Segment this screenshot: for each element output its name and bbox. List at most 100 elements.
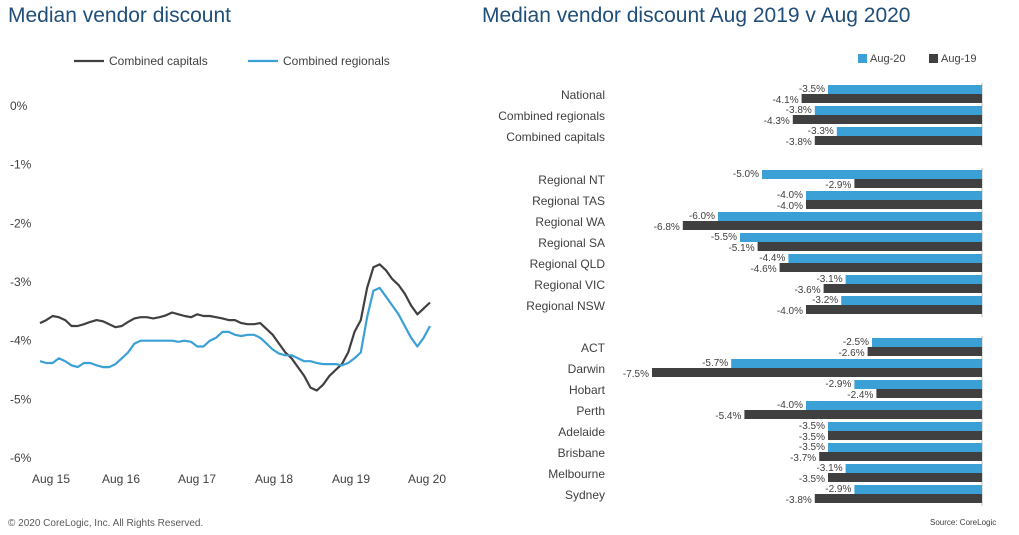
x-tick-label: Aug 15 [32, 472, 70, 486]
y-tick-label: -3% [10, 275, 32, 289]
line-chart-title: Median vendor discount [8, 4, 231, 27]
bar-aug20 [762, 170, 982, 179]
bar-chart-title: Median vendor discount Aug 2019 v Aug 20… [482, 4, 911, 27]
category-label: Regional VIC [534, 278, 605, 292]
bar-aug19 [823, 284, 982, 293]
category-label: Regional NSW [526, 299, 605, 313]
bar-aug20 [731, 359, 982, 368]
bar-aug19 [854, 179, 982, 188]
bar-aug19 [757, 242, 982, 251]
bar-aug19 [779, 263, 982, 272]
legend-aug19-label: Aug-19 [941, 53, 976, 65]
source-text: Source: CoreLogic [930, 518, 997, 527]
category-label: Regional WA [535, 215, 605, 229]
x-tick-label: Aug 20 [408, 472, 446, 486]
data-label-aug20: -3.5% [799, 442, 825, 453]
data-label-aug20: -3.5% [799, 421, 825, 432]
copyright-text: © 2020 CoreLogic, Inc. All Rights Reserv… [8, 518, 204, 529]
bar-aug19 [814, 136, 982, 145]
legend-capitals-label: Combined capitals [109, 54, 208, 68]
category-label: Regional QLD [530, 257, 606, 271]
bar-aug20 [740, 233, 982, 242]
bar-aug19 [801, 94, 982, 103]
bar-aug20 [836, 127, 982, 136]
combined-capitals-line [39, 263, 431, 392]
bar-aug20 [845, 275, 982, 284]
category-label: ACT [581, 341, 606, 355]
category-label: Regional TAS [532, 194, 605, 208]
category-label: Adelaide [558, 425, 605, 439]
bar-aug20 [828, 85, 982, 94]
x-tick-label: Aug 19 [332, 472, 370, 486]
y-tick-label: -6% [10, 451, 32, 465]
data-label-aug20: -4.4% [759, 253, 785, 264]
data-label-aug19: -7.5% [623, 369, 649, 380]
category-label: Melbourne [548, 467, 605, 481]
data-label-aug20: -3.1% [816, 274, 842, 285]
data-label-aug19: -3.7% [790, 453, 816, 464]
data-label-aug19: -3.5% [799, 474, 825, 485]
data-label-aug19: -2.4% [847, 390, 873, 401]
bar-aug20 [854, 485, 982, 494]
bar-aug19 [806, 305, 982, 314]
bar-aug19 [806, 200, 982, 209]
bar-aug20 [806, 191, 982, 200]
data-label-aug20: -4.0% [777, 400, 803, 411]
data-label-aug19: -3.6% [794, 285, 820, 296]
data-label-aug19: -4.6% [750, 264, 776, 275]
category-label: Combined capitals [506, 130, 605, 144]
data-label-aug20: -3.3% [808, 126, 834, 137]
data-label-aug20: -5.5% [711, 232, 737, 243]
bar-aug19 [867, 347, 982, 356]
data-label-aug20: -5.7% [702, 358, 728, 369]
bar-aug20 [806, 401, 982, 410]
legend-aug20-label: Aug-20 [870, 53, 905, 65]
data-label-aug20: -5.0% [733, 169, 759, 180]
bar-aug19 [744, 410, 982, 419]
bar-aug20 [828, 443, 982, 452]
data-label-aug19: -4.1% [772, 95, 798, 106]
y-tick-label: -4% [10, 334, 32, 348]
data-label-aug19: -3.8% [786, 495, 812, 506]
x-tick-label: Aug 16 [102, 472, 140, 486]
data-label-aug20: -3.8% [786, 105, 812, 116]
x-tick-label: Aug 17 [178, 472, 216, 486]
data-label-aug19: -4.0% [777, 306, 803, 317]
bar-aug19 [682, 221, 982, 230]
bar-aug20 [841, 296, 982, 305]
bar-aug20 [828, 422, 982, 431]
x-tick-label: Aug 18 [255, 472, 293, 486]
bar-aug19 [828, 431, 982, 440]
category-label: Brisbane [558, 446, 606, 460]
data-label-aug19: -4.0% [777, 201, 803, 212]
data-label-aug20: -3.2% [812, 295, 838, 306]
bar-aug20 [718, 212, 982, 221]
combined-regionals-line [39, 286, 431, 369]
category-label: Darwin [568, 362, 605, 376]
data-label-aug20: -3.5% [799, 84, 825, 95]
category-label: Regional SA [538, 236, 605, 250]
category-label: National [561, 88, 605, 102]
bar-aug19 [819, 452, 982, 461]
bar-aug19 [876, 389, 982, 398]
legend-aug19-swatch [929, 54, 938, 63]
bar-aug20 [788, 254, 982, 263]
data-label-aug19: -3.5% [799, 432, 825, 443]
data-label-aug20: -2.9% [825, 484, 851, 495]
bar-aug20 [872, 338, 982, 347]
data-label-aug20: -3.1% [816, 463, 842, 474]
legend-regionals-label: Combined regionals [283, 54, 390, 68]
data-label-aug19: -4.3% [764, 116, 790, 127]
category-label: Regional NT [538, 173, 605, 187]
category-label: Perth [576, 404, 605, 418]
category-label: Hobart [569, 383, 606, 397]
category-label: Sydney [565, 488, 605, 502]
legend-aug20-swatch [858, 54, 867, 63]
bar-aug19 [828, 473, 982, 482]
bar-aug20 [854, 380, 982, 389]
data-label-aug20: -4.0% [777, 190, 803, 201]
y-tick-label: -5% [10, 392, 32, 406]
data-label-aug19: -2.9% [825, 180, 851, 191]
data-label-aug19: -5.4% [715, 411, 741, 422]
